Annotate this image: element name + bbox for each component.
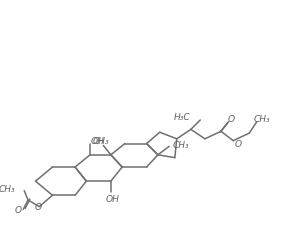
Text: O: O (35, 203, 42, 212)
Text: O: O (228, 114, 235, 124)
Text: CH₃: CH₃ (253, 115, 270, 125)
Text: OH: OH (106, 196, 120, 205)
Text: OH: OH (91, 137, 105, 146)
Text: CH₃: CH₃ (93, 137, 110, 146)
Text: O: O (15, 206, 22, 215)
Text: CH₃: CH₃ (0, 185, 16, 194)
Text: O: O (234, 140, 241, 149)
Text: CH₃: CH₃ (172, 141, 189, 150)
Text: H₃C: H₃C (174, 113, 191, 122)
